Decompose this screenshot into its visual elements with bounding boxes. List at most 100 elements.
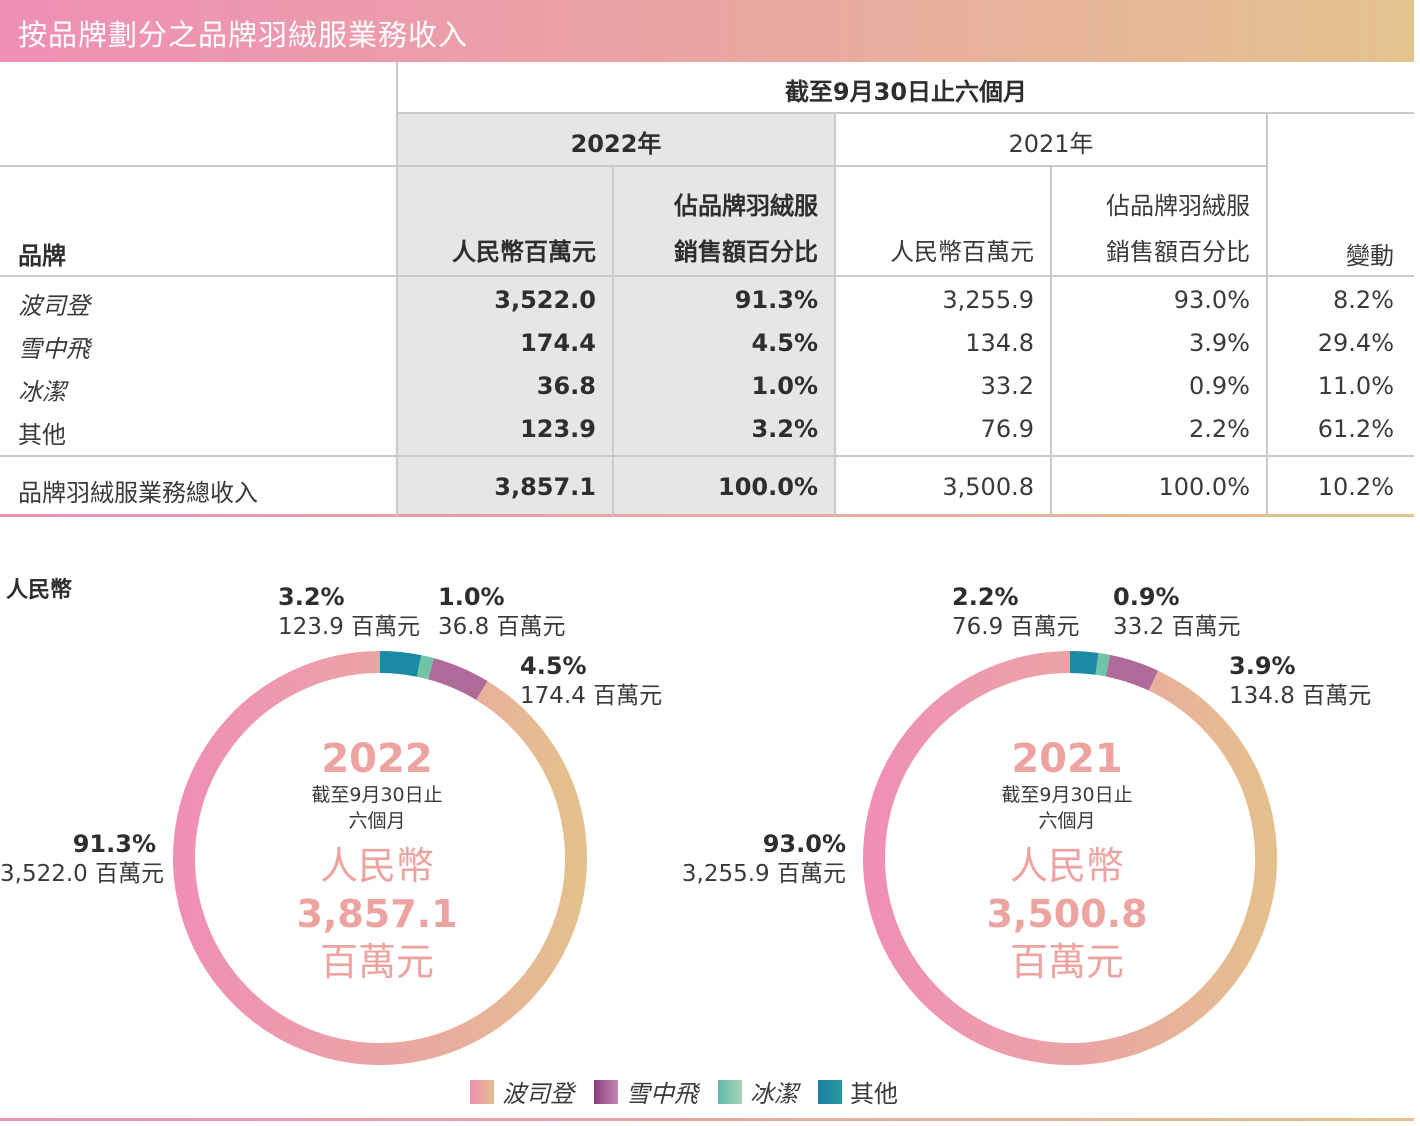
pct-2021-cell: 93.0% — [1173, 286, 1250, 314]
total-label: 品牌羽絨服業務總收入 — [18, 479, 258, 507]
pct-2021-cell: 3.9% — [1189, 329, 1250, 357]
rmb-2021-cell: 76.9 — [980, 415, 1034, 443]
brand-name: 冰潔 — [18, 378, 66, 406]
year-2021-header: 2021年 — [1008, 130, 1094, 158]
center-period-line1: 截至9月30日止 — [1001, 784, 1133, 806]
legend-label: 雪中飛 — [626, 1080, 698, 1108]
rule — [0, 165, 1266, 167]
change-cell: 61.2% — [1317, 415, 1394, 443]
legend-swatch-bingjie — [718, 1079, 742, 1104]
change-cell: 11.0% — [1317, 372, 1394, 400]
rmb-2022-cell: 174.4 — [520, 329, 596, 357]
legend-swatch-others — [818, 1079, 842, 1104]
year-2022-header: 2022年 — [570, 130, 662, 158]
rmb-2021-header: 人民幣百萬元 — [890, 238, 1034, 266]
slice-amount: 123.9 百萬元 — [278, 614, 421, 640]
rmb-2021-cell: 33.2 — [980, 372, 1034, 400]
currency-label: 人民幣 — [6, 578, 73, 603]
slice-label-bosideng-2022: 91.3% 3,522.0 百萬元 — [0, 829, 165, 889]
center-currency: 人民幣 — [319, 844, 434, 888]
donut-slice-bingjie — [1095, 652, 1111, 677]
legend-swatch-bosideng — [470, 1079, 494, 1104]
slice-pct: 0.9% — [1113, 583, 1180, 611]
center-year: 2022 — [321, 736, 433, 782]
revenue-table: 截至9月30日止六個月 2022年 2021年 品牌 人民幣百萬元 佔品牌羽絨服… — [0, 62, 1414, 522]
change-total: 10.2% — [1317, 473, 1394, 501]
slice-pct: 3.9% — [1229, 652, 1296, 680]
donut-center-2021: 2021 截至9月30日止 六個月 人民幣 3,500.8 百萬元 — [967, 736, 1167, 986]
rule — [396, 62, 398, 516]
rmb-2021-cell: 134.8 — [965, 329, 1034, 357]
footer-rule — [0, 1118, 1414, 1121]
center-period-line2: 六個月 — [1038, 810, 1096, 832]
table-bottom-rule — [0, 514, 1414, 517]
pct-2022-cell: 3.2% — [751, 415, 818, 443]
rule — [0, 455, 1414, 457]
pct-2021-cell: 2.2% — [1189, 415, 1250, 443]
rmb-2021-cell: 3,255.9 — [942, 286, 1034, 314]
slice-label-others-2022: 3.2% 123.9 百萬元 — [278, 582, 420, 642]
rule — [834, 114, 836, 516]
rmb-2021-total: 3,500.8 — [942, 473, 1034, 501]
brand-name: 其他 — [18, 421, 66, 449]
chart-legend: 波司登 雪中飛 冰潔 其他 — [470, 1074, 918, 1109]
period-header: 截至9月30日止六個月 — [784, 78, 1028, 106]
page-title: 按品牌劃分之品牌羽絨服業務收入 — [18, 18, 469, 52]
pct-2021-cell: 0.9% — [1189, 372, 1250, 400]
center-period-line2: 六個月 — [348, 810, 406, 832]
slice-pct: 93.0% — [762, 830, 846, 858]
center-unit: 百萬元 — [319, 940, 434, 984]
pct-2021-total: 100.0% — [1158, 473, 1250, 501]
pct-2022-header-line2: 銷售額百分比 — [674, 238, 818, 266]
donut-slice-snowflying — [428, 658, 488, 701]
title-banner: 按品牌劃分之品牌羽絨服業務收入 — [0, 0, 1414, 62]
legend-label: 冰潔 — [750, 1080, 798, 1108]
slice-amount: 174.4 百萬元 — [520, 683, 663, 709]
donut-chart-2022 — [173, 651, 587, 1065]
slice-label-snowflying-2022: 4.5% 174.4 百萬元 — [520, 651, 662, 711]
center-total: 3,500.8 — [986, 892, 1148, 936]
slice-amount: 3,522.0 百萬元 — [0, 861, 165, 887]
slice-label-others-2021: 2.2% 76.9 百萬元 — [952, 582, 1080, 642]
pct-2022-cell: 4.5% — [751, 329, 818, 357]
donut-chart-2021 — [863, 651, 1277, 1065]
rule — [1266, 114, 1268, 516]
legend-label: 波司登 — [502, 1080, 574, 1108]
slice-pct: 4.5% — [520, 652, 587, 680]
slice-amount: 33.2 百萬元 — [1113, 614, 1241, 640]
slice-label-bingjie-2022: 1.0% 36.8 百萬元 — [438, 582, 566, 642]
slice-label-snowflying-2021: 3.9% 134.8 百萬元 — [1229, 651, 1371, 711]
slice-amount: 36.8 百萬元 — [438, 614, 566, 640]
pct-2022-header-line1: 佔品牌羽絨服 — [674, 192, 818, 220]
pct-2021-header-line2: 銷售額百分比 — [1106, 238, 1250, 266]
rule — [612, 167, 614, 516]
donut-slice-others — [379, 651, 422, 677]
center-total: 3,857.1 — [296, 892, 458, 936]
slice-pct: 91.3% — [72, 830, 156, 858]
slice-pct: 3.2% — [278, 583, 345, 611]
shade-2022 — [398, 114, 834, 516]
slice-label-bingjie-2021: 0.9% 33.2 百萬元 — [1113, 582, 1241, 642]
donut-slice-bosideng — [173, 651, 587, 1065]
rmb-2022-header: 人民幣百萬元 — [452, 238, 596, 266]
pct-2021-header-line1: 佔品牌羽絨服 — [1106, 192, 1250, 220]
brand-name: 波司登 — [18, 292, 90, 320]
center-currency: 人民幣 — [1009, 844, 1124, 888]
rule — [398, 112, 1414, 114]
donut-center-2022: 2022 截至9月30日止 六個月 人民幣 3,857.1 百萬元 — [277, 736, 477, 986]
legend-swatch-snowflying — [594, 1079, 618, 1104]
change-cell: 29.4% — [1317, 329, 1394, 357]
slice-pct: 1.0% — [438, 583, 505, 611]
rule — [0, 275, 1414, 277]
change-header: 變動 — [1346, 242, 1394, 270]
brand-name: 雪中飛 — [18, 335, 90, 363]
donut-slice-others — [1069, 651, 1099, 675]
slice-label-bosideng-2021: 93.0% 3,255.9 百萬元 — [660, 829, 846, 889]
donut-slice-bosideng — [863, 651, 1277, 1065]
slice-pct: 2.2% — [952, 583, 1019, 611]
change-cell: 8.2% — [1333, 286, 1394, 314]
donut-slice-bingjie — [416, 655, 434, 680]
rmb-2022-cell: 3,522.0 — [494, 286, 596, 314]
donut-slice-snowflying — [1105, 654, 1159, 691]
rmb-2022-cell: 36.8 — [536, 372, 596, 400]
